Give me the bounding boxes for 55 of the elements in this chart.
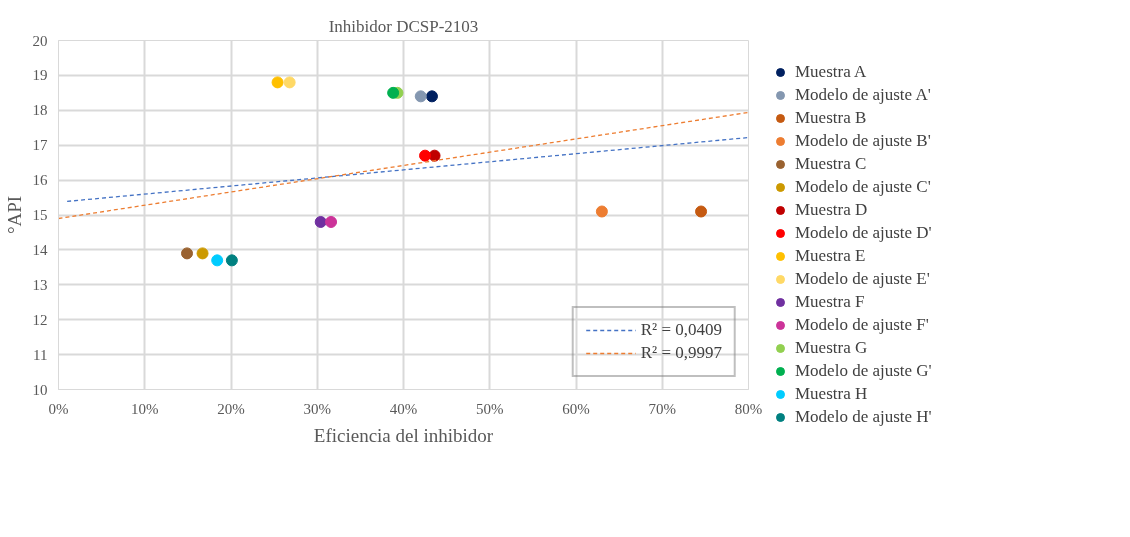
legend-label: Modelo de ajuste D' xyxy=(795,223,932,243)
y-tick-label: 20 xyxy=(32,32,48,49)
legend-label: Modelo de ajuste F' xyxy=(795,315,929,335)
point xyxy=(283,76,296,89)
y-tick-label: 18 xyxy=(32,102,48,119)
x-tick-label: 80% xyxy=(734,400,763,417)
y-tick-label: 13 xyxy=(32,276,48,293)
legend-label: Muestra A xyxy=(795,62,867,82)
x-tick-label: 30% xyxy=(303,400,331,417)
point xyxy=(595,205,608,218)
point xyxy=(695,205,708,218)
legend-label: R² = 0,9997 xyxy=(640,343,722,363)
y-tick-label: 15 xyxy=(32,207,48,223)
y-tick-label: 12 xyxy=(32,311,48,328)
point xyxy=(225,254,238,267)
legend-label: Modelo de ajuste C' xyxy=(795,177,931,197)
point xyxy=(271,76,284,89)
legend-label: Modelo de ajuste A' xyxy=(795,85,931,105)
point xyxy=(211,254,224,267)
y-tick-label: 17 xyxy=(32,137,48,154)
y-tick-label: 10 xyxy=(32,381,48,398)
legend-label: Muestra G xyxy=(795,338,868,358)
x-tick-label: 60% xyxy=(562,400,590,417)
legend-label: Modelo de ajuste B' xyxy=(795,131,931,151)
point xyxy=(419,149,432,162)
x-tick-label: 0% xyxy=(48,400,69,417)
y-tick-label: 14 xyxy=(32,241,48,258)
point xyxy=(425,90,438,103)
x-tick-label: 40% xyxy=(389,400,418,417)
y-tick-label: 16 xyxy=(32,172,48,189)
chart-title: Inhibidor DCSP-2103 xyxy=(328,16,479,36)
legend-label: Muestra D xyxy=(795,200,868,220)
point xyxy=(414,90,427,103)
x-tick-label: 70% xyxy=(648,400,676,417)
y-tick-label: 11 xyxy=(33,346,48,363)
x-tick-label: 10% xyxy=(131,400,159,417)
legend-label: R² = 0,0409 xyxy=(640,320,722,340)
y-tick-label: 19 xyxy=(32,67,48,84)
x-tick-label: 20% xyxy=(217,400,245,417)
point xyxy=(325,215,338,228)
y-axis-title: °API xyxy=(3,195,25,235)
legend-label: Modelo de ajuste H' xyxy=(795,407,932,427)
legend-label: Muestra F xyxy=(795,292,865,312)
point xyxy=(314,215,327,228)
legend-label: Modelo de ajuste G' xyxy=(795,361,932,381)
point xyxy=(387,86,400,99)
legend-label: Muestra C xyxy=(795,154,867,174)
legend-label: Muestra B xyxy=(795,108,867,128)
x-axis-title: Eficiencia del inhibidor xyxy=(313,424,494,446)
x-tick-label: 50% xyxy=(476,400,504,417)
legend-label: Muestra H xyxy=(795,384,868,404)
legend-label: Muestra E xyxy=(795,246,866,266)
point xyxy=(181,247,194,260)
legend-label: Modelo de ajuste E' xyxy=(795,269,930,289)
point xyxy=(196,247,209,260)
